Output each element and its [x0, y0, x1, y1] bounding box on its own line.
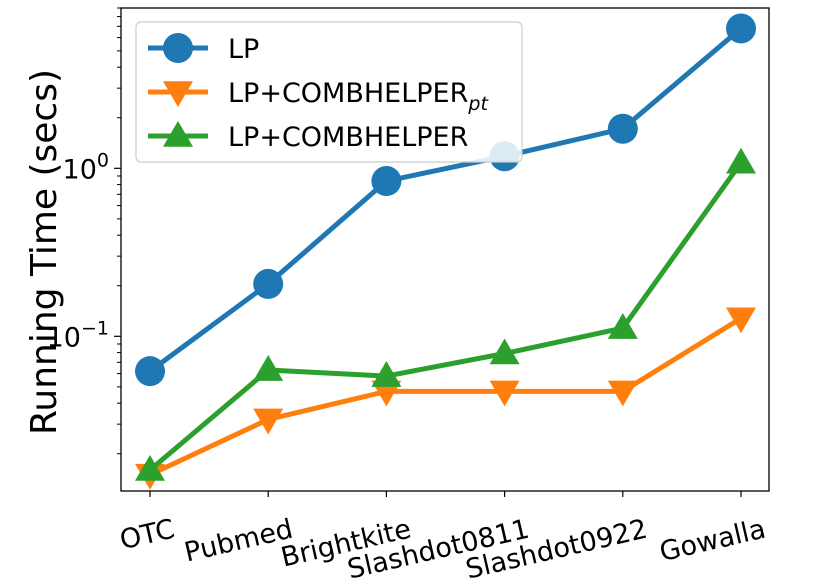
series-3-point-1: [135, 455, 165, 481]
series-line-2: [148, 316, 743, 477]
legend: LP LP+COMBHELPERpt LP+COMBHELPER: [135, 21, 523, 163]
series-3-point-6: [726, 147, 756, 174]
series-1-point-2: [253, 268, 284, 299]
series-2-point-5: [607, 380, 638, 407]
series-2-point-6: [726, 307, 756, 334]
x-tick-label: Gowalla: [657, 514, 769, 568]
series-2-point-4: [489, 380, 520, 407]
plot-marks: [135, 13, 756, 490]
series-1-point-1: [135, 356, 165, 387]
series-1-point-5: [607, 113, 638, 144]
series-line-1: [148, 26, 743, 374]
legend-entry-3: LP+COMBHELPER: [228, 122, 468, 153]
series-3-point-3: [371, 361, 402, 387]
series-1-point-6: [726, 13, 756, 44]
series-3-point-2: [253, 355, 284, 381]
legend-box: [135, 21, 523, 163]
y-tick-label: 10−1: [47, 317, 109, 353]
series-3-point-5: [607, 313, 638, 339]
x-tick-label: Pubmed: [182, 514, 296, 569]
x-tick-label: OTC: [117, 514, 178, 557]
legend-entry-2: LP+COMBHELPERpt: [228, 78, 489, 115]
legend-marker-3: [163, 121, 193, 147]
series-3-point-4: [489, 338, 520, 365]
y-axis-label: Running Time (secs): [24, 69, 65, 435]
y-tick-label: 100: [63, 149, 109, 185]
plot-frame: [120, 7, 770, 492]
series-1-point-3: [371, 166, 402, 197]
legend-marker-1: [163, 33, 193, 63]
legend-marker-2: [163, 81, 193, 107]
series-2-point-2: [253, 408, 284, 435]
series-line-3: [148, 161, 744, 472]
legend-entry-1: LP: [228, 34, 259, 65]
series-2-point-3: [371, 380, 402, 407]
